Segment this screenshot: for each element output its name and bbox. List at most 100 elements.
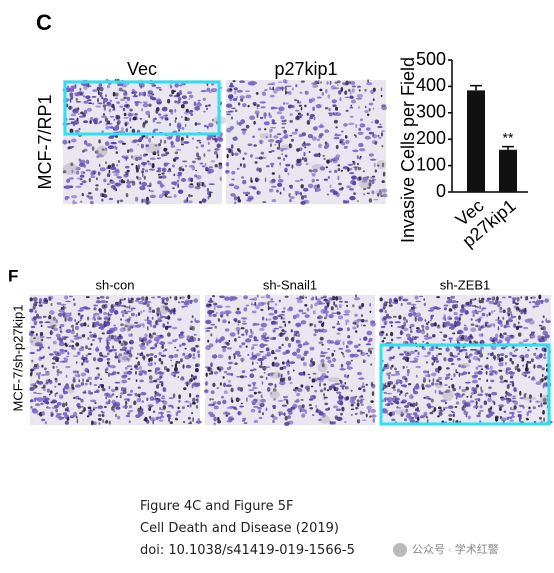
cell — [48, 315, 52, 320]
cell — [499, 380, 505, 384]
cell — [544, 375, 548, 379]
cell — [507, 295, 512, 299]
cell — [343, 313, 350, 316]
cell — [188, 422, 192, 425]
cell — [154, 144, 158, 147]
cell — [165, 151, 170, 155]
cell — [148, 380, 154, 384]
cell — [305, 296, 308, 299]
cell — [67, 146, 71, 150]
cell — [140, 101, 142, 104]
cell — [109, 179, 113, 182]
cell — [148, 306, 152, 311]
cell — [126, 181, 132, 184]
cell — [174, 108, 177, 113]
row-label: MCF-7/RP1 — [35, 94, 55, 189]
cell — [338, 395, 344, 400]
cell — [314, 302, 318, 307]
cell — [33, 337, 36, 340]
cell — [358, 106, 360, 109]
cell — [305, 157, 307, 160]
cell — [139, 365, 143, 370]
column-label: sh-ZEB1 — [440, 277, 491, 292]
debris — [319, 415, 331, 424]
cell — [266, 351, 271, 356]
y-axis-label: Invasive Cells per Field — [398, 57, 418, 243]
cell — [116, 115, 121, 120]
cell — [228, 321, 230, 324]
cell — [38, 321, 44, 324]
cell — [533, 421, 537, 423]
cell — [383, 321, 386, 326]
cell — [147, 90, 154, 95]
cell — [447, 357, 454, 362]
cell — [108, 108, 112, 113]
cell — [209, 413, 216, 418]
cell — [59, 360, 65, 363]
cell — [250, 346, 254, 351]
cell — [73, 298, 75, 301]
cell — [63, 357, 67, 360]
cell — [237, 386, 241, 391]
cell — [529, 334, 536, 339]
cell — [260, 394, 263, 399]
cell — [103, 316, 109, 321]
cell — [530, 377, 536, 381]
cell — [75, 170, 80, 175]
cell — [499, 340, 502, 344]
cell — [533, 364, 536, 369]
cell — [169, 94, 173, 97]
cell — [87, 352, 92, 356]
cell — [293, 333, 298, 337]
cell — [163, 154, 168, 157]
cell — [144, 299, 148, 304]
cell — [117, 415, 121, 420]
cell — [356, 324, 359, 328]
cell — [114, 351, 118, 357]
cell — [283, 79, 287, 84]
cell — [399, 353, 404, 356]
cell — [65, 329, 72, 334]
cell — [122, 89, 126, 92]
cell — [249, 356, 257, 361]
cell — [410, 330, 413, 333]
cell — [346, 327, 350, 332]
cell — [149, 396, 155, 401]
cell — [332, 104, 337, 108]
cell — [178, 97, 182, 101]
cell — [323, 295, 327, 299]
cell — [55, 413, 63, 416]
cell — [539, 393, 543, 398]
cell — [72, 370, 78, 374]
cell — [346, 304, 349, 307]
cell — [234, 152, 239, 156]
cell — [234, 201, 237, 205]
cell — [443, 406, 448, 409]
cell — [508, 411, 515, 415]
cell — [364, 88, 367, 92]
cell — [196, 400, 198, 404]
cell — [271, 164, 274, 168]
cell — [392, 301, 398, 304]
cell — [340, 169, 343, 172]
y-tick-label: 400 — [416, 75, 446, 95]
cell — [323, 157, 326, 160]
cell — [122, 348, 127, 351]
cell — [347, 374, 350, 377]
cell — [486, 379, 489, 382]
cell — [217, 401, 222, 405]
watermark-icon — [393, 543, 407, 557]
cell — [542, 397, 547, 403]
cell — [216, 143, 221, 148]
cell — [230, 193, 236, 197]
cell — [140, 143, 144, 149]
cell — [506, 384, 510, 389]
cell — [439, 331, 443, 334]
cell — [504, 394, 508, 398]
cell — [79, 412, 83, 415]
cell — [296, 322, 300, 328]
cell — [148, 103, 152, 107]
cell — [513, 323, 516, 328]
cell — [48, 297, 52, 301]
cell — [92, 406, 98, 409]
